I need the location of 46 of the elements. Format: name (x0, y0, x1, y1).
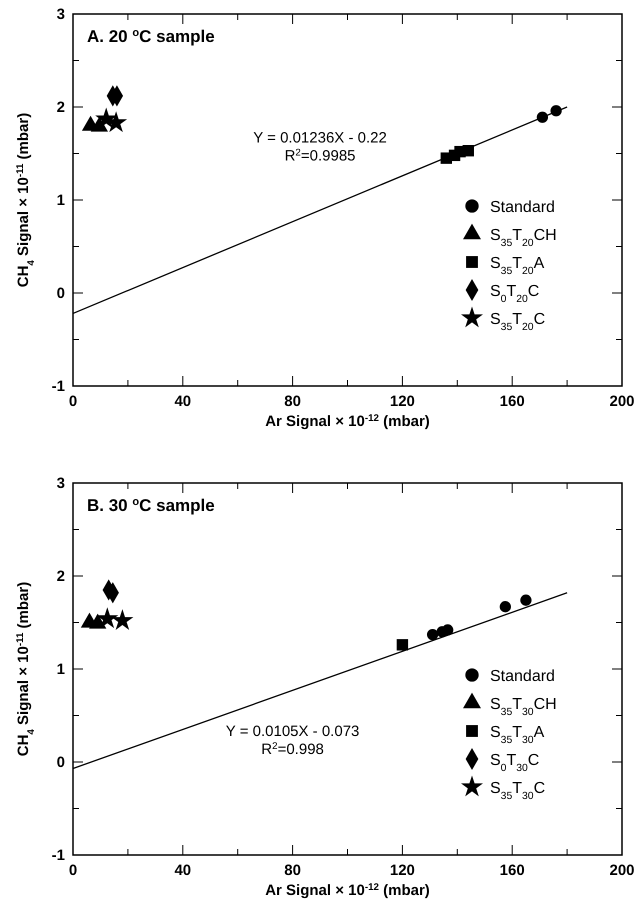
legend-label: S$_{35}$T$_{20}$CH (490, 227, 557, 248)
legend-label: S$_{0}$T$_{30}$C (490, 752, 540, 774)
x-tick-label: 120 (390, 393, 415, 410)
point (442, 624, 454, 636)
y-tick-label: 0 (56, 285, 65, 302)
y-tick-label: 1 (56, 192, 65, 209)
legend-label: S$_{35}$T$_{20}$A (490, 255, 545, 276)
y-tick-label: -1 (52, 378, 65, 395)
x-tick-label: 120 (390, 862, 415, 879)
annotation: R$^{2}$=0.9985 (284, 146, 356, 164)
y-tick-label: 0 (56, 754, 65, 771)
x-axis-title: Ar Signal × 10$^{-12}$ (mbar) (265, 882, 430, 899)
x-tick-label: 80 (284, 862, 301, 879)
x-axis-title: Ar Signal × 10$^{-12}$ (mbar) (265, 412, 430, 430)
x-tick-label: 160 (500, 862, 525, 879)
x-tick-label: 40 (174, 862, 192, 879)
y-tick-label: 1 (56, 661, 65, 678)
legend-label: Standard (490, 199, 555, 216)
text: A. 20 $^{o}$C sample (87, 27, 215, 46)
y-tick-label: 2 (56, 99, 65, 116)
annotation: Y = 0.0105X - 0.073 (226, 722, 360, 740)
annotation: R$^{2}$=0.998 (261, 740, 324, 758)
point (96, 607, 118, 628)
x-tick-label: 40 (174, 393, 192, 410)
y-tick-label: 3 (56, 475, 65, 492)
y-tick-label: -1 (52, 847, 65, 864)
x-tick-label: 160 (500, 393, 525, 410)
x-tick-label: 200 (609, 393, 635, 410)
x-tick-label: 0 (68, 393, 78, 410)
annotation: Y = 0.01236X - 0.22 (253, 129, 387, 146)
point (396, 639, 408, 651)
x-tick-label: 80 (284, 393, 301, 410)
legend-label: S$_{35}$T$_{30}$A (490, 724, 545, 746)
x-tick-label: 0 (68, 862, 78, 879)
legend-label: Standard (490, 668, 555, 685)
y-tick-label: 3 (56, 6, 65, 23)
legend-label: S$_{35}$T$_{30}$C (490, 780, 546, 802)
x-tick-label: 200 (609, 862, 635, 879)
text: B. 30 $^{o}$C sample (87, 496, 215, 515)
legend-label: S$_{0}$T$_{20}$C (490, 283, 540, 304)
y-tick-label: 2 (56, 568, 65, 585)
legend-label: S$_{35}$T$_{30}$CH (490, 696, 557, 718)
point (426, 628, 438, 640)
point (520, 594, 532, 606)
point (500, 601, 511, 612)
legend-label: S$_{35}$T$_{20}$C (490, 311, 546, 332)
